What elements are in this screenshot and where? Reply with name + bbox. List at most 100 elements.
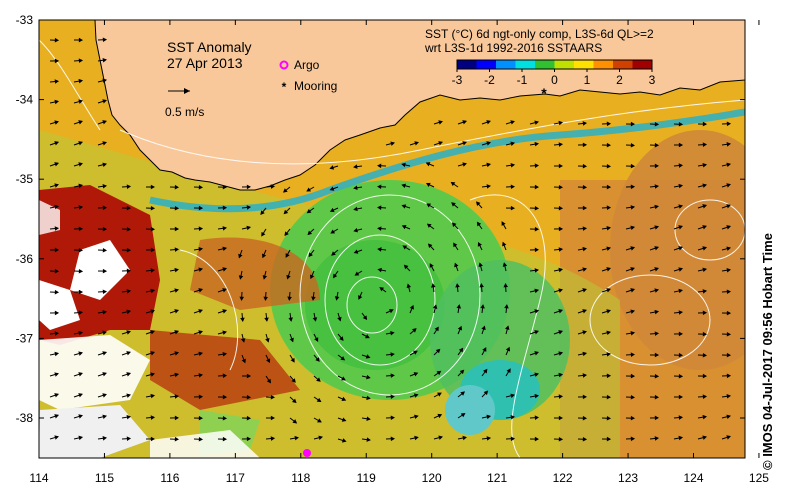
velocity-arrowhead (630, 436, 636, 442)
velocity-arrowhead (654, 267, 659, 272)
velocity-arrowhead (606, 205, 612, 210)
velocity-arrowhead (436, 370, 442, 376)
colorbar-segment (574, 60, 594, 69)
velocity-arrowhead (78, 78, 84, 84)
velocity-arrowhead (246, 436, 252, 442)
velocity-arrowhead (150, 309, 155, 314)
velocity-arrowhead (505, 325, 510, 330)
velocity-arrowhead (503, 283, 508, 288)
velocity-arrowhead (409, 304, 414, 310)
cool-eddy-core (305, 240, 445, 370)
velocity-arrowhead (102, 247, 108, 253)
velocity-arrowhead (678, 288, 684, 294)
velocity-arrowhead (126, 351, 131, 356)
velocity-arrowhead (287, 296, 292, 301)
velocity-arrowhead (54, 372, 60, 377)
colorbar-tick-label: -2 (484, 73, 495, 87)
velocity-arrowhead (558, 309, 563, 314)
velocity-arrowhead (78, 99, 84, 104)
velocity-arrowhead (261, 231, 266, 237)
velocity-arrowhead (292, 419, 298, 424)
colorbar-segment (515, 60, 536, 69)
velocity-arrowhead (316, 397, 322, 403)
colorbar-tick-label: -1 (517, 73, 528, 87)
velocity-arrowhead (362, 315, 368, 321)
velocity-arrowhead (390, 330, 395, 336)
velocity-arrowhead (174, 394, 180, 399)
velocity-arrowhead (102, 226, 108, 232)
velocity-arrowhead (126, 205, 132, 211)
lat-tick-label: -37 (16, 331, 34, 345)
velocity-arrowhead (654, 163, 660, 169)
velocity-arrowhead (654, 331, 660, 336)
nodata-patch-1 (70, 240, 130, 300)
velocity-arrowhead (341, 438, 347, 443)
velocity-arrowhead (54, 37, 60, 43)
velocity-arrowhead (174, 309, 179, 314)
velocity-arrowhead (78, 58, 84, 63)
velocity-arrowhead (654, 309, 660, 315)
velocity-arrowhead (558, 205, 564, 211)
lon-tick-label: 118 (291, 471, 310, 485)
velocity-arrowhead (435, 348, 441, 354)
velocity-arrowhead (459, 369, 465, 375)
velocity-arrowhead (222, 205, 228, 211)
velocity-arrowhead (630, 142, 636, 148)
velocity-arrowhead (246, 394, 252, 400)
velocity-arrowhead (270, 394, 276, 400)
velocity-arrowhead (54, 393, 59, 398)
velocity-arrowhead (431, 283, 436, 288)
velocity-arrowhead (150, 247, 156, 253)
velocity-arrowhead (654, 436, 660, 441)
velocity-arrowhead (437, 413, 443, 419)
velocity-arrowhead (78, 289, 84, 295)
velocity-arrowhead (270, 436, 276, 441)
lon-tick-label: 125 (749, 471, 769, 485)
velocity-arrowhead (413, 372, 419, 377)
velocity-arrowhead (482, 347, 487, 352)
velocity-arrowhead (54, 289, 60, 295)
velocity-arrowhead (198, 226, 204, 231)
colorbar-title-2: wrt L3S-1d 1992-2016 SSTAARS (424, 41, 602, 55)
velocity-arrowhead (606, 330, 612, 336)
velocity-arrowhead (462, 162, 468, 167)
scale-arrow (168, 88, 190, 94)
velocity-arrowhead (241, 358, 246, 364)
circle-marker-icon (279, 60, 289, 70)
velocity-arrowhead (291, 378, 296, 383)
velocity-arrowhead (150, 351, 155, 356)
velocity-arrowhead (654, 352, 660, 358)
velocity-arrowhead (432, 304, 438, 309)
velocity-arrowhead (438, 435, 444, 440)
velocity-arrowhead (558, 394, 564, 399)
velocity-arrowhead (366, 374, 371, 380)
lon-tick-label: 117 (226, 471, 245, 485)
velocity-arrowhead (401, 162, 406, 168)
velocity-arrowhead (510, 141, 516, 146)
colorbar-segment (593, 60, 614, 69)
velocity-arrowhead (702, 162, 708, 168)
velocity-arrowhead (582, 373, 588, 378)
velocity-arrowhead (606, 121, 612, 127)
velocity-arrowhead (222, 226, 228, 231)
colorbar-tick-label: 2 (616, 73, 623, 87)
velocity-arrowhead (366, 416, 371, 421)
velocity-arrowhead (353, 185, 358, 191)
velocity-arrowhead (102, 37, 108, 43)
velocity-arrowhead (486, 184, 492, 189)
velocity-arrowhead (480, 304, 485, 309)
velocity-arrows (49, 37, 732, 443)
velocity-arrowhead (606, 352, 612, 357)
colorbar-tick-label: 0 (551, 73, 558, 87)
velocity-arrowhead (102, 330, 108, 335)
velocity-arrowhead (332, 273, 338, 279)
velocity-arrowhead (150, 372, 156, 377)
velocity-arrowhead (246, 373, 252, 379)
velocity-arrowhead (174, 267, 180, 273)
velocity-arrowhead (726, 373, 732, 379)
velocity-arrowhead (486, 141, 491, 146)
velocity-arrowhead (239, 296, 244, 301)
velocity-arrowhead (198, 394, 204, 400)
velocity-arrowhead (458, 347, 464, 353)
